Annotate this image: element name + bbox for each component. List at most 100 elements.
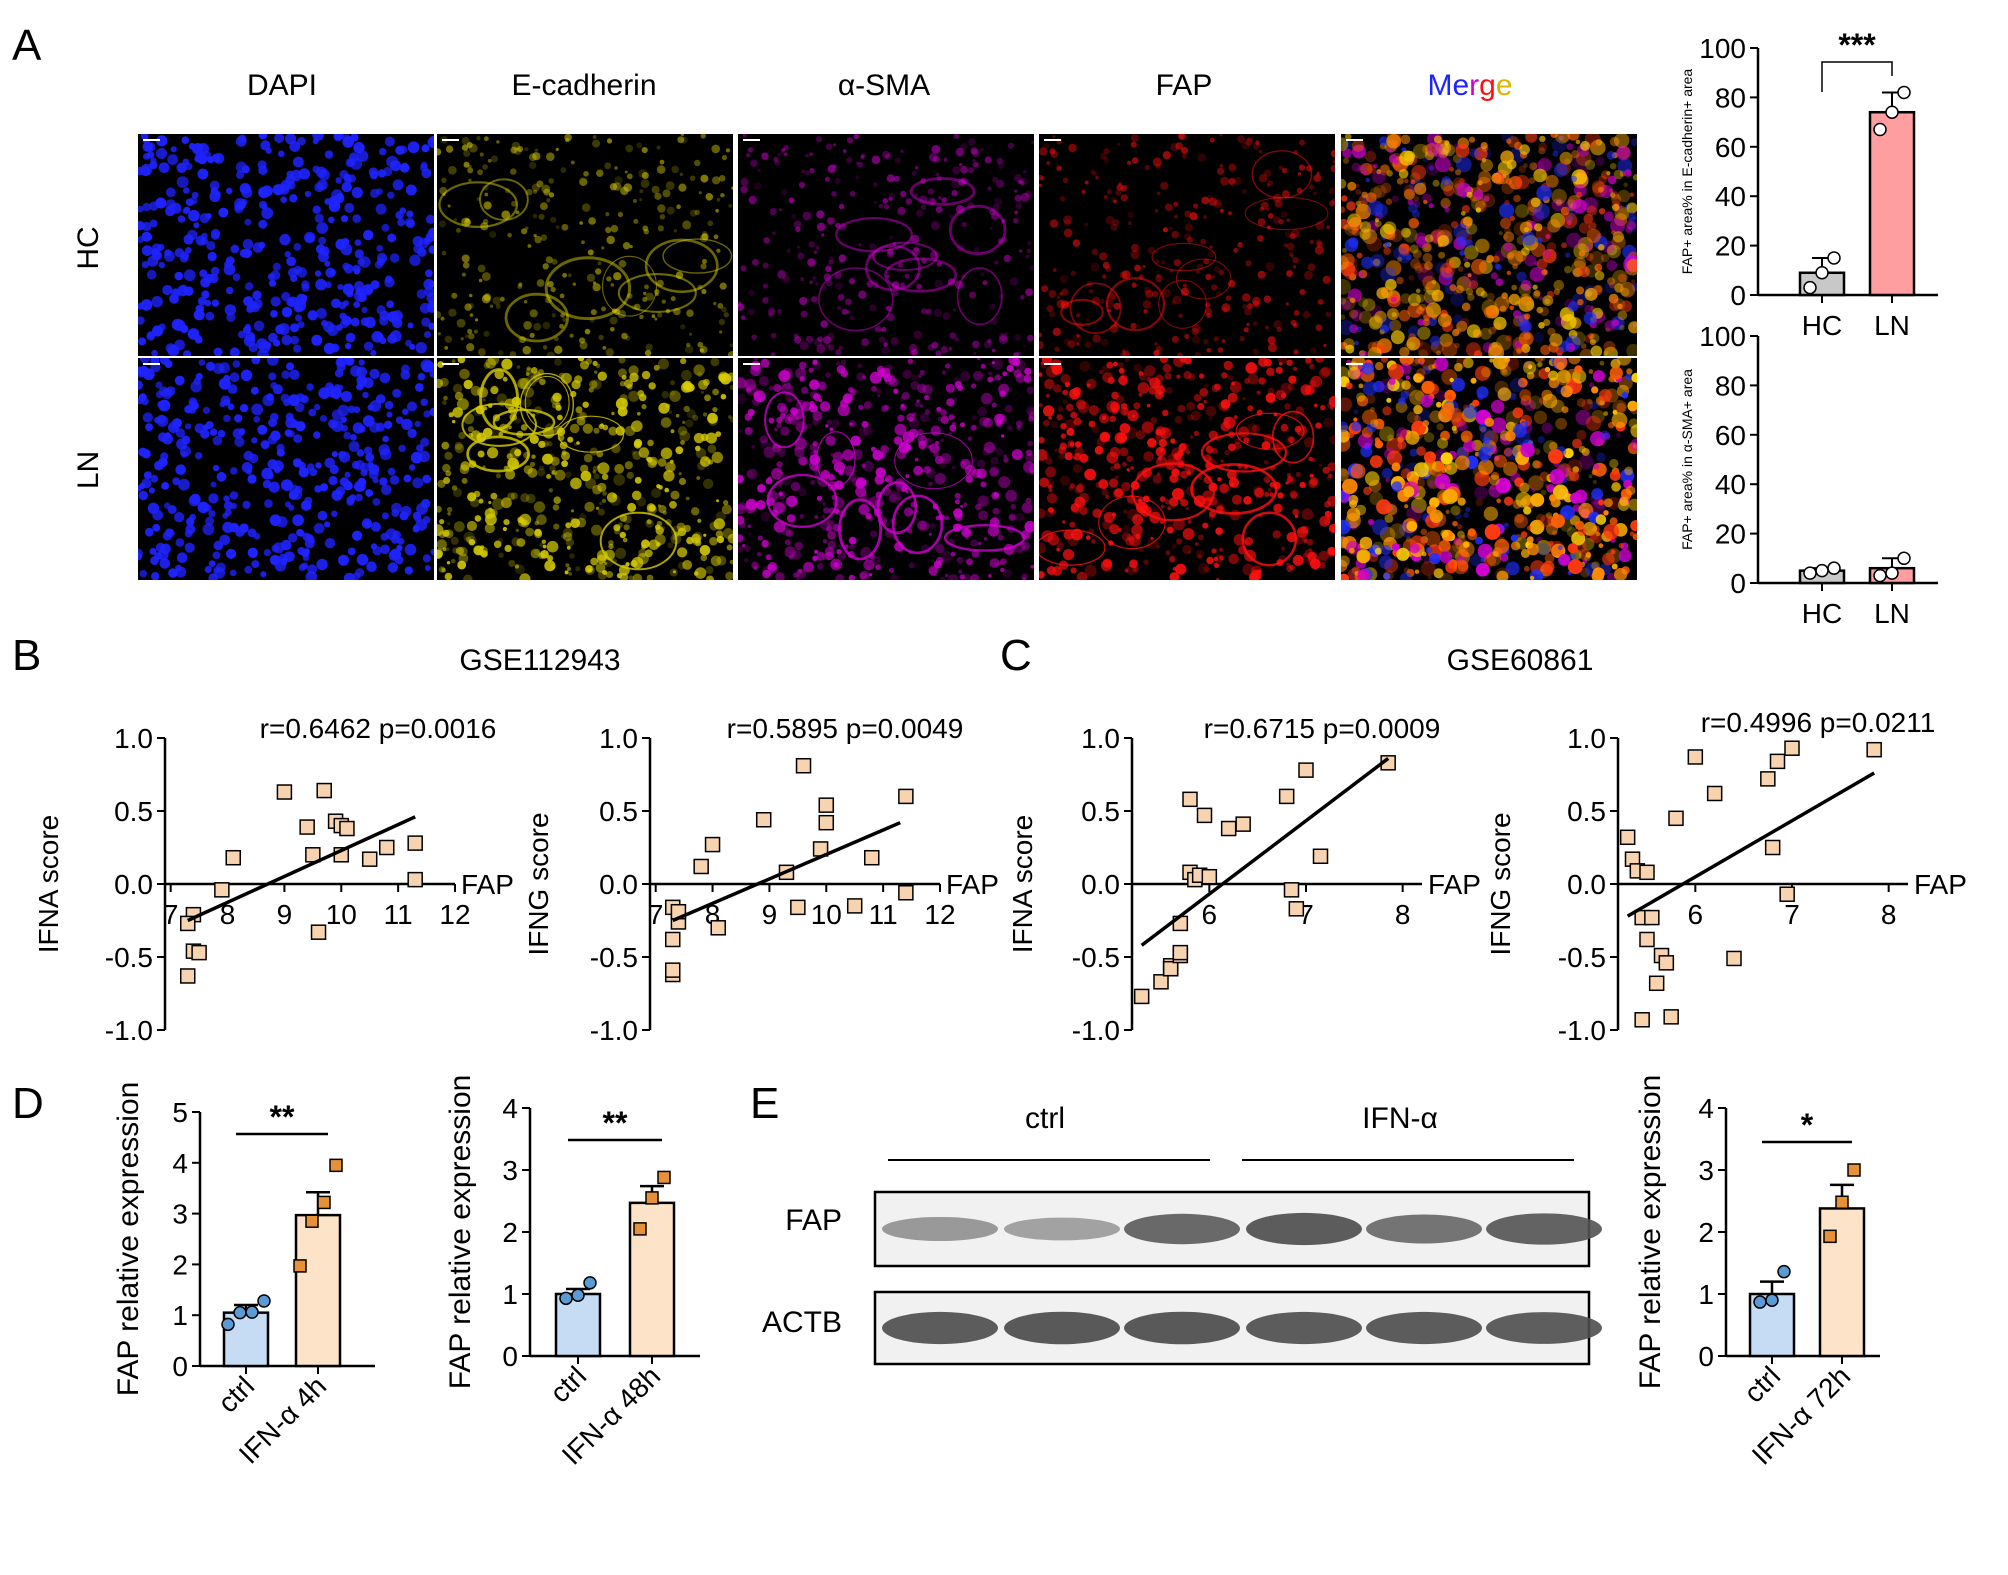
micrograph-speck	[1542, 249, 1552, 258]
micrograph-speck	[944, 573, 949, 578]
micrograph-speck	[1572, 199, 1587, 214]
micrograph-speck	[1422, 275, 1436, 290]
micrograph-speck	[1387, 450, 1403, 466]
micrograph-speck	[155, 542, 166, 553]
micrograph-speck	[848, 536, 857, 545]
micrograph-speck	[350, 434, 357, 441]
micrograph-speck	[1454, 342, 1460, 349]
micrograph-speck	[428, 280, 434, 288]
micrograph-speck	[1367, 346, 1382, 356]
micrograph-speck	[970, 147, 978, 155]
micrograph-tubule	[1069, 282, 1122, 334]
micrograph-speck	[1071, 528, 1083, 541]
micrograph-speck	[168, 421, 180, 433]
micrograph-speck	[914, 246, 920, 252]
micrograph-speck	[834, 480, 844, 490]
micrograph-speck	[883, 373, 896, 385]
micrograph-speck	[1224, 449, 1230, 456]
micrograph-speck	[1356, 392, 1366, 402]
micrograph-speck	[256, 338, 268, 350]
micrograph-speck	[982, 280, 988, 286]
micrograph-speck	[1542, 393, 1558, 409]
micrograph-speck	[677, 561, 686, 570]
micrograph-speck	[1540, 344, 1551, 356]
micrograph-speck	[584, 328, 591, 335]
micrograph-speck	[861, 463, 866, 469]
micrograph-speck	[706, 575, 714, 580]
micrograph-speck	[1405, 536, 1412, 542]
micrograph-speck	[1520, 531, 1528, 538]
micrograph-speck	[776, 152, 781, 157]
micrograph-speck	[174, 375, 185, 386]
micrograph-speck	[575, 406, 583, 414]
micrograph-speck	[1492, 358, 1509, 370]
micrograph-speck	[583, 171, 589, 177]
micrograph-speck	[1480, 142, 1488, 150]
micrograph-speck	[1315, 422, 1322, 429]
micrograph-speck	[1452, 328, 1460, 337]
micrograph-speck	[1499, 365, 1512, 377]
micrograph-speck	[1178, 134, 1187, 141]
micrograph-speck	[564, 570, 569, 575]
micrograph-speck	[1178, 443, 1187, 452]
micrograph-speck	[1237, 135, 1246, 144]
micrograph-speck	[1488, 326, 1496, 335]
micrograph-speck	[997, 162, 1005, 169]
micrograph-speck	[859, 572, 867, 580]
micrograph-speck	[1612, 269, 1628, 286]
micrograph-speck	[606, 138, 613, 144]
micrograph-speck	[1528, 177, 1536, 184]
micrograph-speck	[702, 412, 708, 417]
micrograph-speck	[1598, 389, 1612, 402]
micrograph-speck	[375, 203, 387, 215]
micrograph-speck	[445, 547, 450, 552]
micrograph-speck	[1254, 487, 1265, 498]
micrograph-speck	[1126, 455, 1133, 462]
micrograph-speck	[811, 296, 818, 303]
micrograph-speck	[416, 444, 424, 452]
micrograph-speck	[886, 174, 895, 183]
micrograph-speck	[1344, 223, 1358, 236]
micrograph-speck	[1244, 537, 1254, 546]
micrograph-speck	[1044, 378, 1055, 390]
micrograph-speck	[875, 467, 886, 478]
micrograph-speck	[838, 254, 847, 263]
micrograph-speck	[1056, 541, 1064, 550]
merge-part-4: e	[1496, 69, 1513, 102]
micrograph-speck	[212, 435, 223, 446]
micrograph-speck	[784, 152, 788, 156]
micrograph-speck	[1436, 350, 1441, 356]
micrograph-speck	[1414, 265, 1423, 274]
micrograph-speck	[1416, 342, 1432, 356]
micrograph-speck	[1101, 415, 1107, 421]
micrograph-speck	[797, 569, 803, 574]
micrograph-speck	[595, 506, 600, 510]
micrograph-speck	[1500, 217, 1512, 229]
micrograph-speck	[763, 446, 775, 458]
scatter-point	[790, 899, 806, 916]
micrograph-speck	[142, 202, 151, 212]
micrograph-speck	[1380, 182, 1392, 194]
scatter-point	[710, 920, 726, 936]
micrograph-speck	[421, 362, 433, 373]
micrograph-speck	[1347, 213, 1362, 228]
micrograph-speck	[1039, 542, 1046, 554]
micrograph-speck	[669, 500, 677, 509]
micrograph-speck	[1483, 554, 1496, 567]
micrograph-speck	[363, 229, 374, 241]
micrograph-speck	[990, 456, 999, 465]
micrograph-speck	[654, 534, 666, 546]
micrograph-speck	[1281, 546, 1286, 551]
micrograph-speck	[324, 538, 336, 549]
y-tick-label: 40	[1715, 469, 1746, 500]
micrograph-speck	[567, 437, 573, 442]
micrograph-speck	[389, 475, 400, 485]
correlation-stat: r=0.5895 p=0.0049	[727, 713, 964, 744]
micrograph-speck	[580, 464, 589, 473]
micrograph-speck	[910, 381, 920, 390]
micrograph-speck	[1316, 241, 1324, 248]
micrograph-speck	[982, 417, 993, 428]
micrograph-speck	[1452, 520, 1458, 527]
micrograph-speck	[645, 292, 654, 301]
micrograph-speck	[868, 573, 873, 577]
